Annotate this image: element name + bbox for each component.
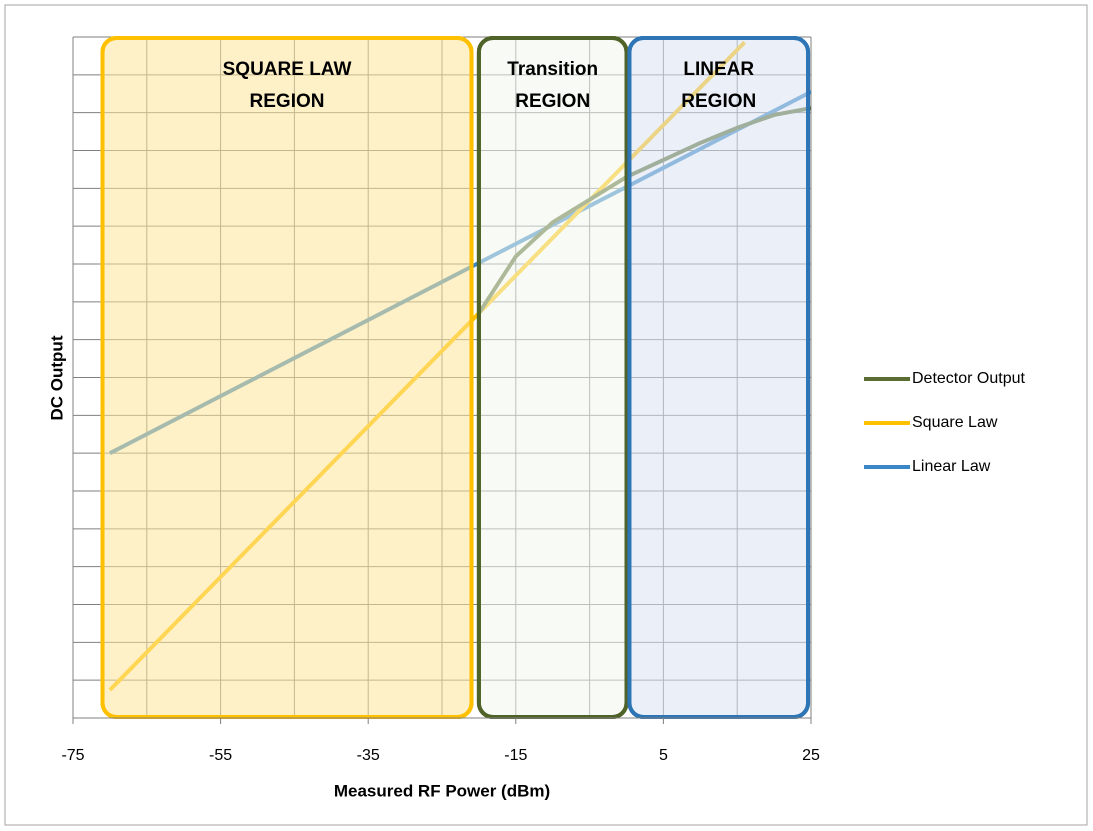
x-tick-label: -75 [61,747,84,764]
region [476,36,629,719]
region-label: REGION [250,91,325,112]
legend-label: Detector Output [912,370,1026,387]
x-tick-label: -55 [209,747,232,764]
region-label: SQUARE LAW [223,59,352,80]
region [100,36,474,719]
region-label: REGION [681,91,756,112]
legend-label: Linear Law [912,458,991,475]
x-axis-title: Measured RF Power (dBm) [334,781,550,800]
x-tick-label: -35 [357,747,380,764]
region-color [476,36,629,719]
region-color [100,36,474,719]
y-axis-title: DC Output [47,335,66,420]
x-tick-label: 25 [802,747,820,764]
region [627,36,811,719]
region-label: Transition [507,59,598,80]
region-color [627,36,811,719]
x-tick-label: -15 [504,747,527,764]
legend-label: Square Law [912,414,998,431]
region-label: REGION [515,91,590,112]
region-label: LINEAR [683,59,754,80]
x-tick-label: 5 [659,747,668,764]
